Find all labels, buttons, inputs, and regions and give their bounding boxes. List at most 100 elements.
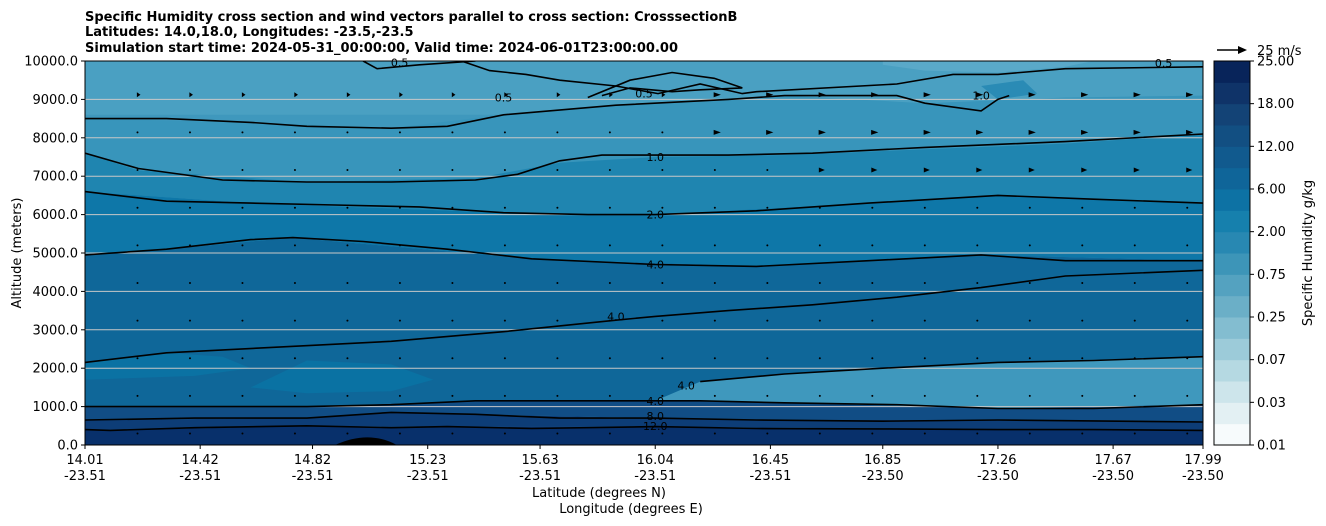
wind-vector: [818, 129, 826, 135]
wind-vector: [713, 244, 716, 247]
wind-vector: [503, 281, 506, 284]
y-tick-label: 8000.0: [33, 131, 79, 146]
wind-vector: [188, 206, 191, 209]
wind-vector: [451, 92, 456, 98]
wind-vector: [398, 394, 401, 397]
colorbar-tick-label: 0.07: [1257, 353, 1286, 368]
wind-vector: [871, 206, 874, 209]
x-tick-label-latitude: 14.82: [294, 453, 331, 468]
wind-vector: [241, 281, 244, 284]
wind-vector: [661, 357, 664, 360]
wind-vector: [451, 281, 454, 284]
chart-title-line-3: Simulation start time: 2024-05-31_00:00:…: [85, 41, 678, 56]
wind-vector: [503, 432, 506, 435]
contour-line: [85, 411, 1203, 423]
wind-vector: [976, 357, 979, 360]
colorbar: [1214, 61, 1250, 446]
wind-vector: [1081, 394, 1084, 397]
wind-vector: [556, 319, 559, 322]
colorbar-frame: [1213, 60, 1251, 446]
wind-vector: [188, 357, 191, 360]
contour-label: 0.5: [1155, 57, 1173, 70]
wind-vector: [503, 131, 506, 134]
wind-vector: [713, 92, 721, 98]
wind-vector: [976, 394, 979, 397]
colorbar-ticks: 0.01 0.03 0.07 0.25 0.75 2.00 6.00 12.00 18.00 25…: [1250, 55, 1294, 454]
contour-label: 4.0: [677, 379, 695, 392]
x-tick-label-longitude: -23.51: [519, 469, 561, 484]
wind-vector: [136, 169, 139, 172]
wind-vector: [818, 281, 821, 284]
wind-vector: [293, 357, 296, 360]
contour-label: 12.0: [643, 420, 668, 433]
wind-vector: [293, 169, 296, 172]
colorbar-tick-label: 0.25: [1257, 311, 1286, 326]
x-tick-label-latitude: 16.85: [864, 453, 901, 468]
colorbar-swatch: [1214, 317, 1250, 339]
y-tick-label: 5000.0: [33, 247, 79, 262]
x-tick-label-latitude: 16.04: [637, 453, 674, 468]
y-tick-label: 4000.0: [33, 285, 79, 300]
contour-line: [587, 71, 743, 99]
wind-vectors: [136, 92, 1194, 435]
wind-vector: [871, 167, 878, 173]
wind-vector: [1081, 281, 1084, 284]
wind-vector: [451, 206, 454, 209]
wind-vector: [976, 206, 979, 209]
contour-line: [85, 269, 1203, 364]
band-top-light: [882, 61, 1094, 73]
contour-label: 2.0: [646, 209, 664, 222]
wind-vector: [1186, 319, 1189, 322]
wind-vector: [1133, 432, 1136, 435]
wind-vector: [871, 319, 874, 322]
band-1: [85, 95, 1203, 182]
wind-vector: [976, 244, 979, 247]
wind-vector: [766, 319, 769, 322]
colorbar-swatch: [1214, 61, 1250, 83]
colorbar-swatch: [1214, 82, 1250, 105]
wind-vector: [976, 129, 984, 135]
wind-vector: [766, 244, 769, 247]
wind-vector: [976, 167, 983, 173]
wind-vector: [346, 131, 349, 134]
wind-vector: [136, 92, 141, 98]
colorbar-swatch: [1214, 338, 1250, 361]
colorbar-tick-label: 0.75: [1257, 268, 1286, 283]
wind-vector: [871, 129, 879, 135]
contour-label: 0.5: [495, 91, 513, 104]
wind-vector: [1133, 394, 1136, 397]
wind-vector: [398, 319, 401, 322]
wind-vector: [818, 244, 821, 247]
wind-vector: [556, 169, 559, 172]
y-tick-label: 7000.0: [33, 170, 79, 185]
wind-vector: [713, 394, 716, 397]
x-tick-label-longitude: -23.50: [1182, 469, 1224, 484]
wind-vector: [1028, 319, 1031, 322]
wind-vector: [188, 131, 191, 134]
wind-vector: [346, 394, 349, 397]
colorbar-tick-label: 25.00: [1257, 55, 1294, 70]
wind-vector: [1186, 394, 1189, 397]
wind-vector: [136, 206, 139, 209]
wind-vector: [188, 169, 191, 172]
x-tick-label-longitude: -23.51: [64, 469, 106, 484]
contour-line: [700, 355, 1203, 383]
wind-vector: [241, 92, 246, 98]
wind-vector: [293, 281, 296, 284]
colorbar-swatch: [1214, 210, 1250, 233]
wind-vector: [976, 92, 984, 98]
wind-vector: [713, 206, 716, 209]
wind-vector: [766, 206, 769, 209]
colorbar-swatch: [1214, 189, 1250, 211]
wind-vector: [608, 131, 611, 134]
wind-vector: [923, 357, 926, 360]
wind-vector: [556, 244, 559, 247]
wind-vector: [766, 169, 769, 172]
wind-vector: [556, 394, 559, 397]
wind-vector: [1028, 167, 1035, 173]
wind-vector: [346, 244, 349, 247]
wind-vector: [766, 432, 769, 435]
wind-vector: [1186, 244, 1189, 247]
wind-vector: [923, 206, 926, 209]
band-6: [85, 412, 1203, 431]
